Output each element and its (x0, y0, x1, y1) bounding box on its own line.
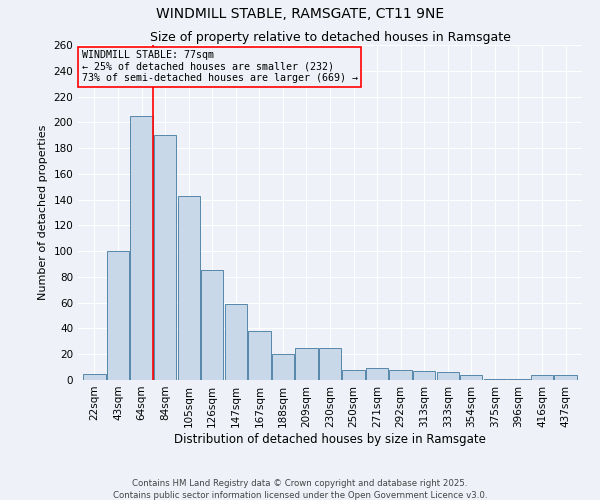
Bar (366, 368, 388, 380)
Y-axis label: Number of detached properties: Number of detached properties (38, 125, 48, 300)
Bar (178, 196, 200, 380)
Bar (319, 348, 341, 380)
Text: WINDMILL STABLE: 77sqm
← 25% of detached houses are smaller (232)
73% of semi-de: WINDMILL STABLE: 77sqm ← 25% of detached… (82, 50, 358, 84)
Bar (201, 270, 223, 380)
Bar (484, 378, 506, 380)
Bar (295, 348, 317, 380)
Bar (154, 135, 176, 380)
Text: WINDMILL STABLE, RAMSGATE, CT11 9NE: WINDMILL STABLE, RAMSGATE, CT11 9NE (156, 8, 444, 22)
Bar (107, 251, 129, 380)
Bar (437, 372, 459, 380)
Text: Contains HM Land Registry data © Crown copyright and database right 2025.
Contai: Contains HM Land Registry data © Crown c… (113, 478, 487, 500)
Bar (389, 370, 412, 380)
Bar (130, 116, 153, 380)
Bar (413, 371, 436, 380)
Bar (248, 331, 271, 380)
Bar (507, 378, 530, 380)
Bar (554, 375, 577, 380)
Title: Size of property relative to detached houses in Ramsgate: Size of property relative to detached ho… (149, 31, 511, 44)
Bar (272, 354, 294, 380)
Bar (531, 375, 553, 380)
X-axis label: Distribution of detached houses by size in Ramsgate: Distribution of detached houses by size … (174, 432, 486, 446)
Bar (224, 304, 247, 380)
Bar (343, 370, 365, 380)
Bar (83, 374, 106, 380)
Bar (460, 375, 482, 380)
